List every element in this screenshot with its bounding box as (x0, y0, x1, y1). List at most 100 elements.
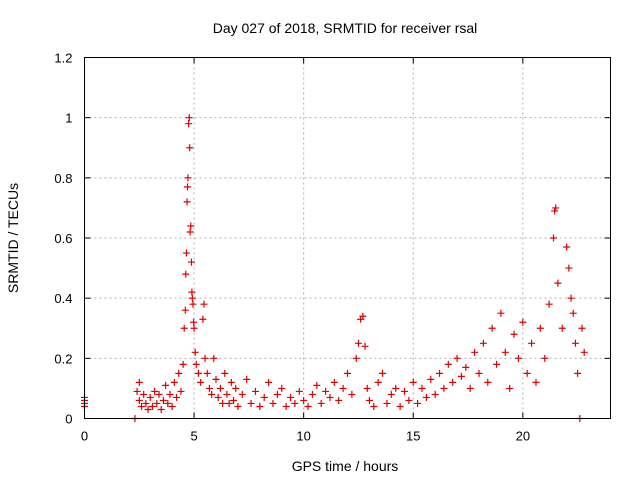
data-point (182, 249, 190, 257)
data-point (186, 228, 194, 236)
data-point (304, 402, 312, 410)
data-point (418, 384, 426, 392)
grid (84, 57, 611, 419)
data-point (205, 384, 213, 392)
data-point (335, 396, 343, 404)
data-point (155, 390, 163, 398)
data-point (175, 369, 183, 377)
data-point (182, 270, 190, 278)
data-point (457, 372, 465, 380)
data-points (81, 114, 588, 422)
data-point (135, 396, 143, 404)
chart-title: Day 027 of 2018, SRMTID for receiver rsa… (213, 20, 478, 36)
data-point (212, 375, 220, 383)
data-point (300, 396, 308, 404)
data-point (269, 399, 277, 407)
data-point (187, 222, 195, 230)
data-point (493, 360, 501, 368)
data-point (409, 378, 417, 386)
data-point (247, 399, 255, 407)
axis-ticks: 0 0.2 0.4 0.6 0.8 1 1.2 0 5 10 15 20 (54, 51, 611, 444)
plot-frame (84, 57, 611, 419)
data-point (232, 384, 240, 392)
data-point (405, 396, 413, 404)
data-point (374, 378, 382, 386)
data-point (532, 378, 540, 386)
data-point (427, 375, 435, 383)
data-point (554, 279, 562, 287)
data-point (135, 378, 143, 386)
data-point (563, 243, 571, 251)
data-point (330, 378, 338, 386)
data-point (291, 399, 299, 407)
data-point (225, 399, 233, 407)
data-point (400, 387, 408, 395)
data-point (208, 390, 216, 398)
data-point (541, 354, 549, 362)
data-point (170, 378, 178, 386)
data-point (392, 384, 400, 392)
data-point (453, 354, 461, 362)
data-point (157, 405, 165, 413)
data-point (574, 369, 582, 377)
data-point (188, 294, 196, 302)
data-point (194, 369, 202, 377)
data-point (251, 387, 259, 395)
data-point (214, 393, 222, 401)
data-point (137, 402, 145, 410)
data-point (466, 384, 474, 392)
data-point (545, 300, 553, 308)
data-point (164, 399, 172, 407)
x-tick-label: 20 (516, 429, 530, 444)
data-point (440, 384, 448, 392)
data-point (479, 339, 487, 347)
data-point (256, 402, 264, 410)
data-point (550, 234, 558, 242)
data-point (230, 396, 238, 404)
data-point (580, 348, 588, 356)
y-tick-label: 0 (65, 412, 72, 427)
data-point (348, 390, 356, 398)
data-point (523, 369, 531, 377)
data-point (551, 207, 559, 215)
data-point (462, 363, 470, 371)
data-point (558, 324, 566, 332)
data-point (571, 339, 579, 347)
data-point (190, 324, 198, 332)
data-point (197, 378, 205, 386)
data-point (514, 354, 522, 362)
data-point (322, 387, 330, 395)
data-point (265, 378, 273, 386)
data-point (365, 396, 373, 404)
data-point (223, 390, 231, 398)
data-point (344, 369, 351, 377)
data-point (569, 309, 577, 317)
x-tick-label: 5 (190, 429, 197, 444)
data-point (227, 378, 235, 386)
data-point (219, 399, 227, 407)
data-point (133, 387, 141, 395)
data-point (308, 390, 316, 398)
data-point (436, 369, 444, 377)
data-point (317, 399, 325, 407)
data-point (243, 375, 251, 383)
data-point (273, 390, 281, 398)
data-point (183, 198, 191, 206)
data-point (144, 405, 152, 413)
data-point (536, 324, 544, 332)
data-point (295, 387, 303, 395)
data-point (352, 354, 360, 362)
data-point (221, 369, 229, 377)
data-point (488, 324, 496, 332)
data-point (359, 312, 367, 320)
data-point (177, 387, 185, 395)
data-point (199, 315, 207, 323)
data-point (186, 144, 194, 152)
data-point (142, 399, 150, 407)
y-tick-label: 0.4 (54, 291, 72, 306)
data-point (422, 393, 430, 401)
y-tick-label: 0.2 (54, 351, 72, 366)
data-point (431, 390, 439, 398)
data-point (238, 390, 246, 398)
